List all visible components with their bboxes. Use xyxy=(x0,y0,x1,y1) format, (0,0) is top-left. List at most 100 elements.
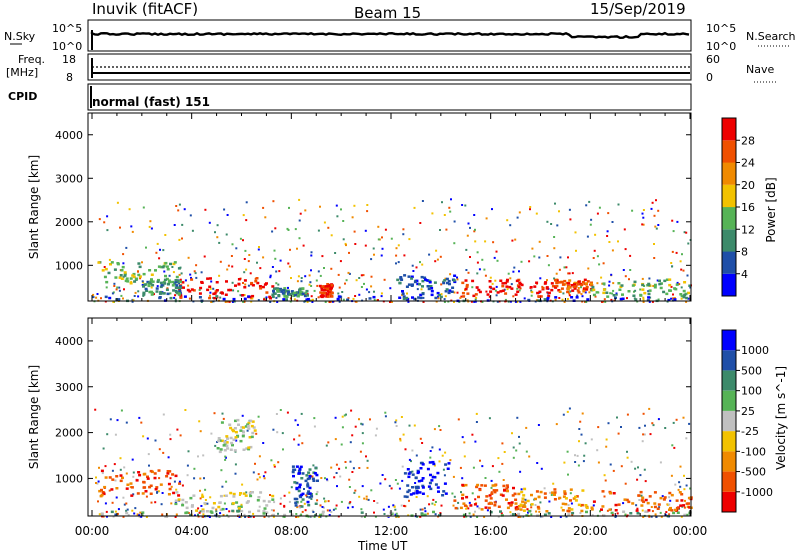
echo-pixel xyxy=(164,234,167,236)
echo-pixel xyxy=(679,260,682,263)
echo-pixel xyxy=(484,240,487,243)
echo-pixel xyxy=(608,280,611,283)
echo-pixel xyxy=(688,506,692,509)
echo-pixel xyxy=(165,475,169,478)
echo-pixel xyxy=(199,497,202,500)
echo-pixel xyxy=(187,450,190,453)
echo-pixel xyxy=(453,499,457,502)
echo-pixel xyxy=(337,292,340,295)
echo-pixel xyxy=(114,513,117,516)
echo-pixel xyxy=(217,505,221,509)
echo-pixel xyxy=(659,511,662,514)
echo-pixel xyxy=(92,293,95,296)
echo-pixel xyxy=(411,486,414,489)
echo-pixel xyxy=(431,502,434,505)
echo-pixel xyxy=(468,501,471,504)
echo-pixel xyxy=(501,442,504,445)
echo-pixel xyxy=(142,294,145,297)
echo-pixel xyxy=(461,493,465,497)
echo-pixel xyxy=(541,515,544,518)
echo-pixel xyxy=(579,420,582,423)
echo-pixel xyxy=(656,279,659,282)
echo-pixel xyxy=(675,499,679,502)
echo-pixel xyxy=(355,279,358,282)
echo-pixel xyxy=(580,433,583,436)
echo-pixel xyxy=(304,293,307,296)
echo-pixel xyxy=(431,460,435,464)
echo-pixel xyxy=(436,486,440,489)
echo-pixel xyxy=(614,509,618,512)
echo-pixel xyxy=(262,475,265,478)
echo-pixel xyxy=(165,265,169,268)
echo-pixel xyxy=(297,443,300,446)
echo-pixel xyxy=(262,510,266,513)
echo-pixel xyxy=(424,278,427,281)
echo-pixel xyxy=(269,274,272,277)
echo-pixel xyxy=(113,268,117,271)
echo-pixel xyxy=(614,503,618,507)
echo-pixel xyxy=(318,284,322,288)
echo-pixel xyxy=(262,512,266,515)
echo-pixel xyxy=(222,514,225,517)
echo-pixel xyxy=(269,297,272,300)
echo-pixel xyxy=(438,514,441,517)
echo-pixel xyxy=(272,515,275,518)
echo-pixel xyxy=(162,292,166,295)
echo-pixel xyxy=(550,516,553,518)
echo-pixel xyxy=(316,479,319,482)
echo-pixel xyxy=(527,511,529,514)
nave-label: Nave xyxy=(746,63,774,76)
echo-pixel xyxy=(512,270,515,273)
echo-pixel xyxy=(502,484,506,488)
echo-pixel xyxy=(648,289,652,292)
echo-pixel xyxy=(539,277,542,280)
echo-pixel xyxy=(171,284,175,287)
echo-pixel xyxy=(392,504,395,507)
echo-pixel xyxy=(310,295,313,298)
echo-pixel xyxy=(519,470,522,473)
echo-pixel xyxy=(131,274,135,277)
echo-pixel xyxy=(213,292,217,295)
echo-pixel xyxy=(585,204,588,207)
echo-pixel xyxy=(360,422,363,425)
echo-pixel xyxy=(419,437,422,440)
echo-pixel xyxy=(394,479,397,481)
echo-pixel xyxy=(629,512,633,515)
echo-pixel xyxy=(296,423,299,426)
echo-pixel xyxy=(111,469,114,472)
echo-pixel xyxy=(186,474,189,477)
echo-pixel xyxy=(504,292,508,295)
echo-pixel xyxy=(100,488,103,492)
echo-pixel xyxy=(226,447,230,450)
echo-pixel xyxy=(662,498,666,501)
echo-pixel xyxy=(311,477,315,481)
echo-pixel xyxy=(585,282,588,285)
echo-pixel xyxy=(115,475,119,478)
echo-pixel xyxy=(201,510,205,513)
echo-pixel xyxy=(143,283,147,287)
echo-pixel xyxy=(124,279,128,283)
echo-pixel xyxy=(172,289,176,292)
echo-pixel xyxy=(222,417,225,420)
echo-pixel xyxy=(456,278,459,281)
echo-pixel xyxy=(104,476,108,479)
echo-pixel xyxy=(512,446,515,449)
echo-pixel xyxy=(675,251,678,254)
echo-pixel xyxy=(310,495,314,498)
echo-pixel xyxy=(106,433,109,436)
echo-pixel xyxy=(242,492,246,495)
echo-pixel xyxy=(413,206,416,209)
echo-pixel xyxy=(475,296,478,299)
echo-pixel xyxy=(150,290,153,294)
echo-pixel xyxy=(282,448,284,451)
echo-pixel xyxy=(140,515,143,518)
colorbar-tick-label: 28 xyxy=(741,134,755,147)
echo-pixel xyxy=(210,280,213,283)
echo-pixel xyxy=(105,510,108,513)
echo-pixel xyxy=(518,289,521,292)
echo-pixel xyxy=(161,265,165,269)
echo-pixel xyxy=(377,299,379,302)
echo-pixel xyxy=(481,301,484,303)
echo-pixel xyxy=(178,285,182,288)
echo-pixel xyxy=(135,277,139,280)
